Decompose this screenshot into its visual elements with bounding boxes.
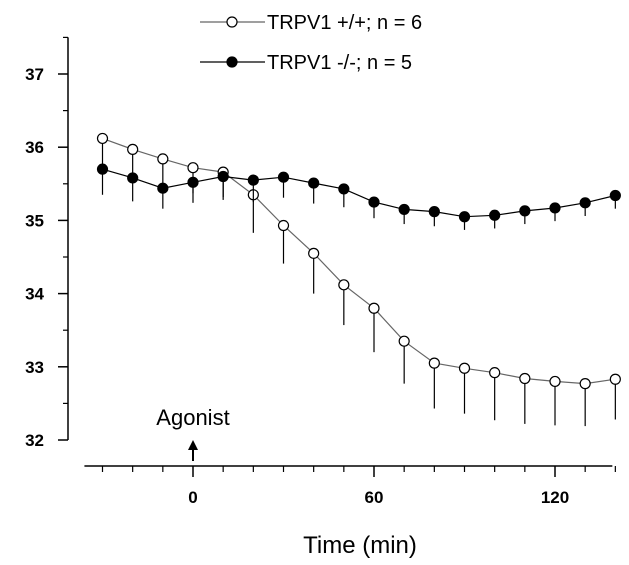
y-tick-label: 36 (25, 138, 44, 157)
y-tick-label: 35 (25, 211, 44, 230)
data-point (368, 196, 380, 208)
data-point (187, 162, 199, 174)
data-point (338, 183, 350, 195)
data-point (549, 202, 561, 214)
y-axis: 32 33 34 35 36 37 (25, 36, 69, 450)
data-point (489, 209, 501, 221)
x-axis: 0 60 120 (84, 465, 616, 507)
legend-marker (226, 56, 238, 68)
series-2 (96, 163, 621, 230)
data-point (308, 177, 320, 189)
y-tick-label: 37 (25, 65, 44, 84)
x-tick-label: 120 (541, 488, 569, 507)
data-point (338, 279, 350, 291)
data-point (247, 174, 259, 186)
data-point (157, 182, 169, 194)
legend-item-1: TRPV1 +/+; n = 6 (200, 12, 422, 34)
data-point (398, 335, 410, 347)
data-point (217, 170, 229, 183)
series-layer (96, 132, 621, 427)
x-tick-label: 0 (188, 488, 197, 507)
legend-label: TRPV1 +/+; n = 6 (267, 12, 422, 34)
data-point (96, 132, 109, 145)
series-1 (96, 132, 621, 427)
y-tick-label: 33 (25, 358, 44, 377)
data-point (428, 357, 440, 369)
legend-item-2: TRPV1 -/-; n = 5 (200, 52, 412, 74)
data-point (609, 373, 621, 385)
data-point (579, 197, 591, 209)
data-point (458, 362, 471, 374)
data-point (127, 143, 139, 155)
y-tick-label: 32 (25, 431, 44, 450)
x-axis-label: Time (min) (303, 532, 417, 559)
data-point (308, 247, 320, 259)
legend: TRPV1 +/+; n = 6 TRPV1 -/-; n = 5 (200, 12, 422, 74)
x-tick-label: 60 (365, 488, 384, 507)
data-point (96, 163, 109, 175)
y-tick-label: 34 (25, 285, 44, 304)
data-point (187, 176, 199, 188)
legend-label: TRPV1 -/-; n = 5 (267, 52, 412, 74)
data-point (519, 372, 531, 385)
legend-marker (226, 16, 238, 28)
data-point (489, 367, 501, 379)
data-point (127, 172, 139, 184)
data-point (519, 205, 531, 217)
data-point (579, 378, 591, 390)
data-point (609, 189, 621, 202)
series-line (102, 137, 616, 385)
data-point (368, 302, 380, 314)
data-point (277, 171, 290, 183)
data-point (458, 211, 471, 223)
data-point (398, 203, 410, 216)
annotation-label: Agonist (156, 405, 229, 430)
data-point (157, 153, 169, 165)
data-point (428, 206, 440, 218)
annotation-arrow-head (188, 440, 198, 450)
annotation-layer: Agonist (156, 405, 230, 461)
data-point (549, 375, 561, 388)
series-line (102, 168, 616, 218)
data-point (277, 219, 290, 232)
